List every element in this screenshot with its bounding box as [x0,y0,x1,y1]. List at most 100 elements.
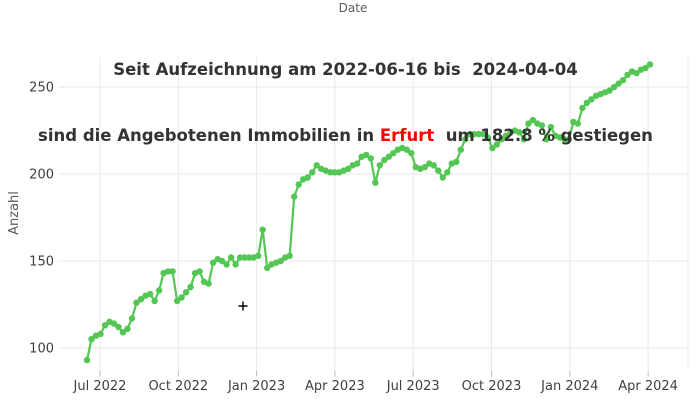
data-point[interactable] [624,71,631,79]
data-point[interactable] [128,315,136,322]
data-point[interactable] [88,336,95,343]
data-point[interactable] [642,64,649,72]
data-point[interactable] [480,130,487,138]
data-point[interactable] [218,257,226,265]
data-point[interactable] [462,136,469,143]
data-point[interactable] [119,329,127,336]
data-point[interactable] [367,155,374,162]
data-point[interactable] [543,136,550,143]
data-point[interactable] [363,151,370,159]
data-point[interactable] [309,169,316,176]
data-point[interactable] [97,330,104,338]
data-point[interactable] [205,280,212,287]
data-point[interactable] [453,158,460,166]
data-point[interactable] [137,296,145,303]
data-point[interactable] [583,99,591,107]
data-point[interactable] [430,162,437,169]
data-point[interactable] [372,179,379,186]
data-point[interactable] [529,116,537,124]
data-point[interactable] [124,325,131,332]
data-point[interactable] [259,226,266,233]
data-point[interactable] [466,130,473,138]
data-point[interactable] [408,150,415,157]
data-point[interactable] [561,136,568,143]
data-point[interactable] [439,174,446,181]
data-point[interactable] [610,83,618,91]
data-point[interactable] [155,287,163,294]
data-point[interactable] [475,130,482,138]
data-point[interactable] [101,322,109,329]
data-point[interactable] [606,87,613,94]
data-point[interactable] [295,181,302,188]
data-point[interactable] [331,169,338,176]
data-point[interactable] [574,120,582,127]
data-point[interactable] [304,174,311,181]
data-point[interactable] [484,134,492,141]
data-point[interactable] [133,299,140,306]
data-point[interactable] [169,268,176,275]
data-line-series[interactable] [83,61,654,364]
data-point[interactable] [223,261,230,268]
data-point[interactable] [255,252,262,259]
data-point[interactable] [376,162,383,169]
data-point[interactable] [520,136,528,143]
data-point[interactable] [83,356,91,364]
data-point[interactable] [615,80,622,87]
data-point[interactable] [633,70,640,77]
data-point[interactable] [471,130,478,138]
data-point[interactable] [264,264,271,272]
data-point[interactable] [538,122,546,129]
data-point[interactable] [164,268,172,275]
chart-title: Seit Aufzeichnung am 2022-06-16 bis 2024… [0,15,691,191]
data-point[interactable] [173,297,181,305]
x-tick-label: Apr 2023 [305,379,365,394]
data-point[interactable] [286,252,293,259]
data-point[interactable] [565,136,573,143]
data-point[interactable] [354,160,361,167]
data-point[interactable] [151,297,158,305]
data-point[interactable] [291,193,298,200]
data-point[interactable] [516,129,523,136]
data-point[interactable] [390,150,397,157]
data-point[interactable] [187,283,194,291]
data-point[interactable] [646,61,654,68]
data-point[interactable] [588,96,595,103]
data-point[interactable] [209,259,217,266]
data-point[interactable] [381,156,388,164]
data-point[interactable] [313,162,320,169]
x-tick-labels: Jul 2022 Oct 2022 Jan 2023 Apr 2023 Jul 2023… [73,379,678,394]
data-point[interactable] [525,120,532,127]
data-point[interactable] [345,165,352,172]
data-point[interactable] [619,77,627,84]
data-point[interactable] [444,169,451,176]
data-point[interactable] [182,289,190,296]
data-point[interactable] [403,146,410,153]
data-point[interactable] [547,123,555,131]
y-tick-labels: 100 150 200 250 [29,81,54,357]
data-point[interactable] [236,254,244,261]
chart-title-line2: sind die Angebotenen Immobilien in Erfur… [0,125,691,147]
data-point[interactable] [245,254,253,261]
data-point[interactable] [196,268,203,275]
data-point[interactable] [435,167,442,174]
data-point[interactable] [227,254,235,261]
data-point[interactable] [232,261,239,268]
data-point[interactable] [493,141,501,148]
data-point[interactable] [579,104,586,112]
data-point[interactable] [146,290,154,298]
data-point[interactable] [327,169,334,176]
data-point[interactable] [489,144,496,152]
data-point[interactable] [457,146,464,153]
data-point[interactable] [241,254,248,261]
data-point[interactable] [115,323,122,331]
x-tick-label: Oct 2023 [462,379,522,394]
data-point[interactable] [421,163,428,171]
data-point[interactable] [277,257,284,265]
data-point[interactable] [110,320,118,327]
data-point[interactable] [178,294,185,301]
data-point[interactable] [498,136,505,143]
data-point[interactable] [385,153,392,160]
data-point[interactable] [502,132,510,139]
